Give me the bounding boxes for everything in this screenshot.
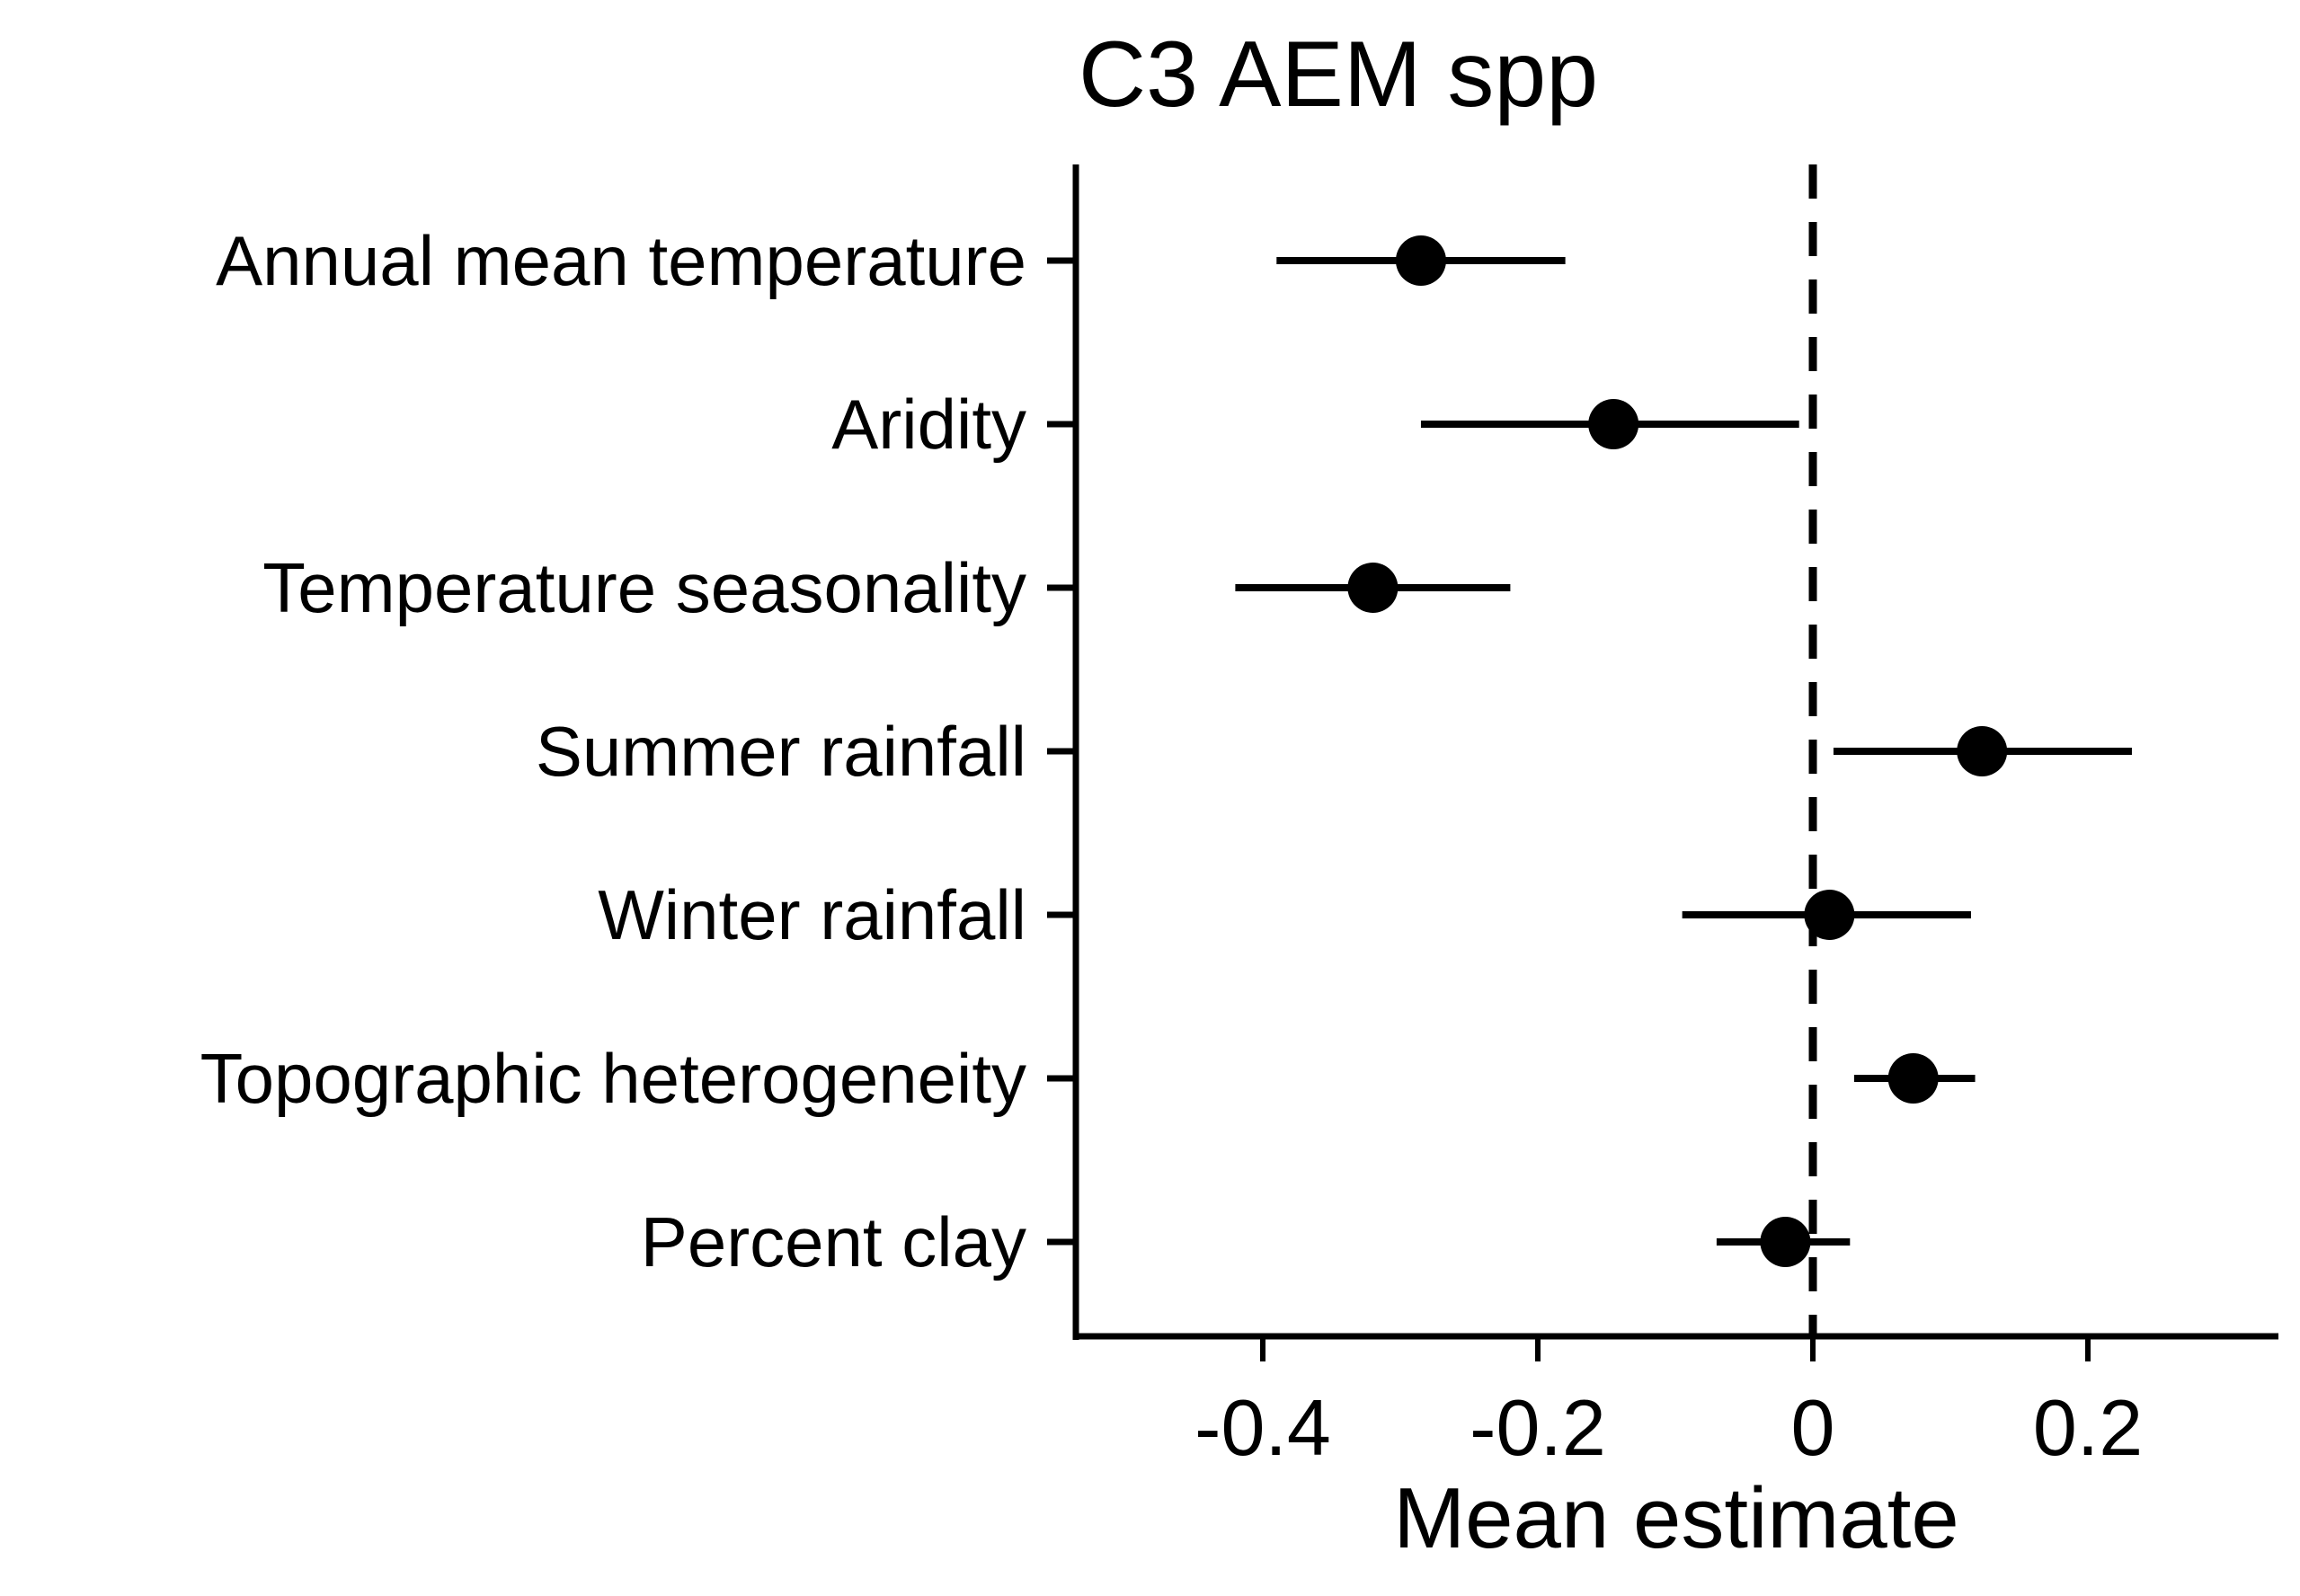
estimate-point <box>1395 235 1446 286</box>
x-tick-label: -0.2 <box>1470 1383 1606 1472</box>
y-category-label: Winter rainfall <box>598 875 1026 954</box>
estimate-point <box>1804 890 1855 940</box>
y-category-label: Percent clay <box>641 1202 1026 1281</box>
estimate-point <box>1347 563 1399 613</box>
x-tick-label: 0 <box>1791 1383 1835 1472</box>
estimate-point <box>1887 1053 1939 1104</box>
estimate-point <box>1957 726 2008 776</box>
estimate-point <box>1588 399 1639 449</box>
y-category-label: Temperature seasonality <box>262 548 1026 627</box>
x-tick-label: -0.4 <box>1194 1383 1331 1472</box>
y-category-label: Summer rainfall <box>536 712 1026 791</box>
chart-title: C3 AEM spp <box>1079 22 1598 127</box>
x-tick-label: 0.2 <box>2033 1383 2143 1472</box>
y-category-label: Topographic heterogeneity <box>200 1039 1026 1118</box>
estimate-point <box>1760 1217 1811 1267</box>
x-axis-title: Mean estimate <box>1393 1470 1959 1566</box>
y-category-label: Aridity <box>831 385 1026 464</box>
plot-area: -0.4 -0.2 0 0.2 Annual mean temperature Aridi… <box>200 164 2278 1472</box>
y-category-label: Annual mean temperature <box>216 221 1026 300</box>
